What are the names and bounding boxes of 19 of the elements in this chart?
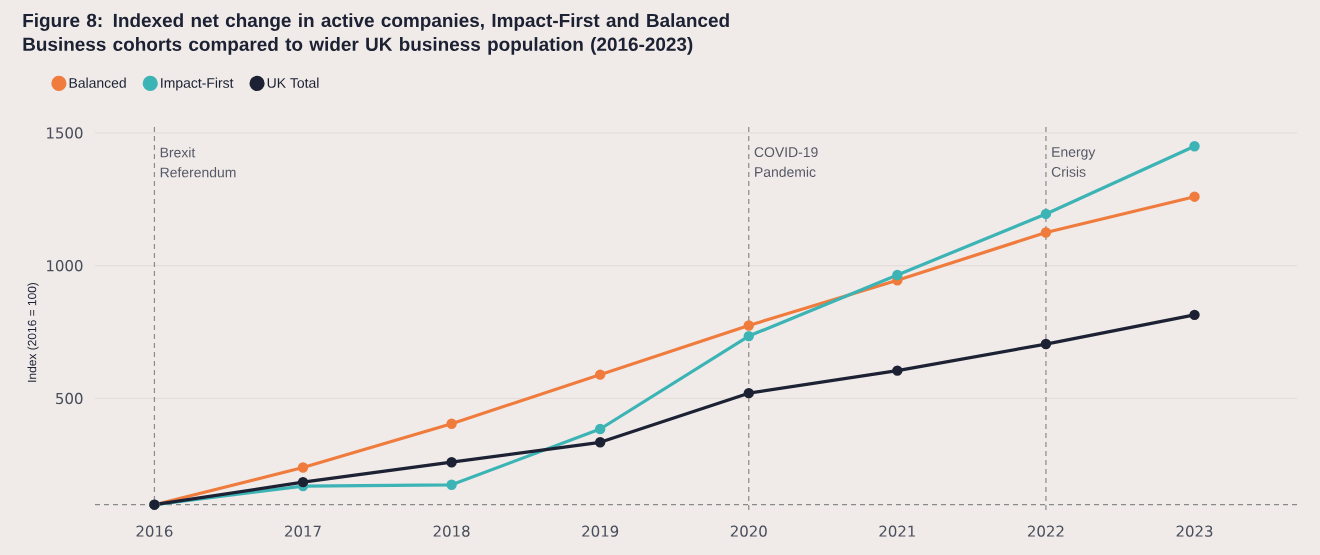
y-tick-label: 500	[56, 392, 83, 405]
y-tick-label: 1500	[47, 127, 83, 139]
y-tick-label: 1000	[47, 260, 83, 272]
y-axis-title: Index (2016 = 100)	[27, 282, 39, 382]
x-tick-label: 2022	[1028, 525, 1064, 537]
x-tick-label: 2021	[879, 525, 915, 537]
x-tick-label: 2018	[433, 525, 470, 537]
chart-title: Figure 8: Indexed net change in active companies, Impact-First and Balanced Business cohorts compared to wider UK business population (2016-2023)	[23, 13, 729, 55]
ref-line-label: COVID-19 Pandemic	[754, 147, 818, 177]
x-tick-label: 2017	[285, 525, 321, 537]
legend-label: Impact-First	[161, 77, 234, 91]
x-tick-label: 2016	[136, 525, 173, 537]
ref-line-label: Brexit Referendum	[160, 147, 236, 178]
ref-line-label: Energy Crisis	[1051, 147, 1096, 177]
x-tick-label: 2019	[582, 525, 619, 537]
x-tick-label: 2023	[1176, 525, 1213, 537]
legend-label: Balanced	[69, 77, 126, 88]
legend-label: UK Total	[267, 77, 319, 88]
x-tick-label: 2020	[730, 525, 767, 537]
